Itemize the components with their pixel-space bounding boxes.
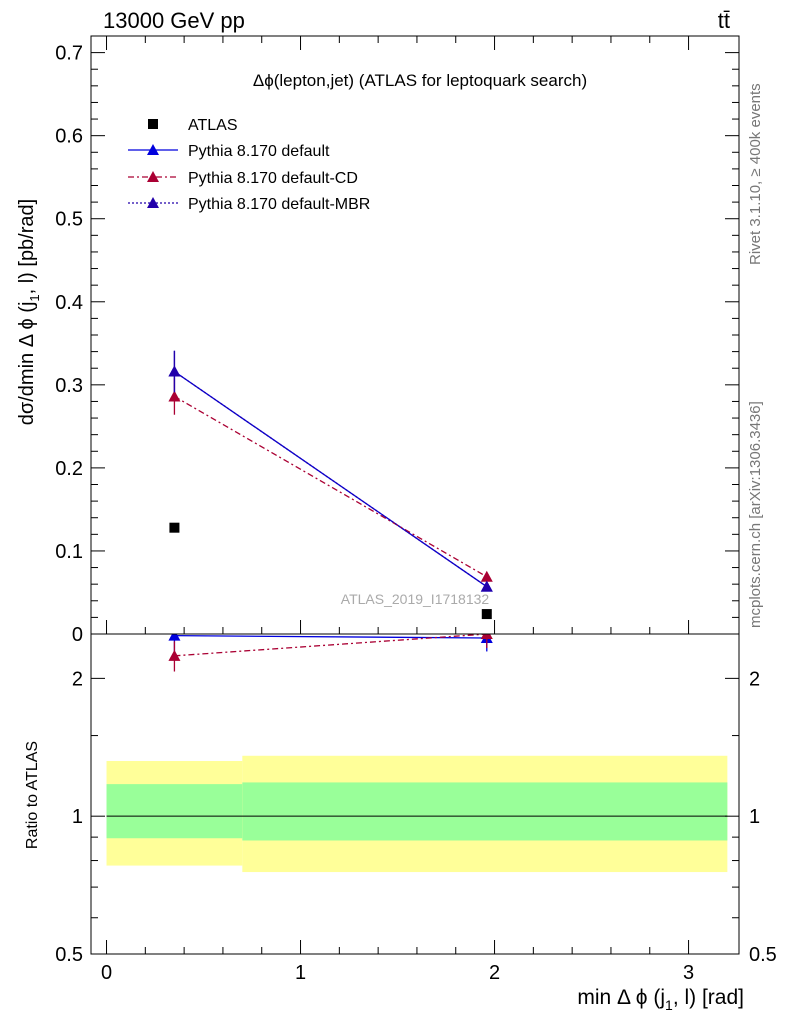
series-3 (168, 350, 493, 592)
main-y-tick-label: 0.5 (55, 209, 83, 231)
main-y-tick-label: 0.6 (55, 126, 83, 148)
legend-label: Pythia 8.170 default-CD (188, 170, 358, 187)
series-0 (169, 522, 492, 620)
main-y-axis-label: dσ/dmin Δ ϕ (j1, l) [pb/rad] (16, 199, 42, 425)
legend-marker (148, 119, 158, 129)
data-point (480, 570, 493, 582)
x-tick-label: 3 (683, 962, 694, 984)
rivet-label: Rivet 3.1.10, ≥ 400k events (747, 83, 764, 265)
energy-label: 13000 GeV pp (103, 8, 245, 33)
x-tick-label: 2 (489, 962, 500, 984)
data-point (481, 609, 492, 620)
main-panel: Δϕ(lepton,jet) (ATLAS for leptoquark sea… (16, 35, 740, 646)
data-point (168, 365, 181, 377)
ratio-series-1 (168, 634, 493, 672)
x-tick-label: 1 (295, 962, 306, 984)
series-2 (168, 378, 493, 582)
data-point (169, 522, 180, 533)
x-tick-label: 0 (101, 962, 112, 984)
series-1 (168, 350, 493, 592)
uncertainty-band-inner (106, 784, 243, 839)
series-line (174, 395, 488, 578)
ratio-line (174, 634, 487, 657)
legend-label: Pythia 8.170 default-MBR (188, 196, 370, 213)
ratio-point (168, 649, 181, 661)
ratio-y-tick-label-right: 1 (749, 806, 760, 828)
legend-marker (147, 197, 159, 208)
main-y-tick-label: 0.2 (55, 458, 83, 480)
legend-marker (147, 171, 159, 182)
ratio-y-tick-label-right: 2 (749, 668, 760, 690)
ratio-line (174, 634, 487, 639)
data-point (168, 390, 181, 402)
ratio-panel: 0.5 0.5 1 1 2 2 0 1 2 3 Ratio to ATLAS min Δ ϕ (… (24, 36, 777, 1013)
ratio-point (168, 634, 181, 641)
ratio-series-0 (168, 634, 493, 653)
data-point (480, 580, 493, 592)
uncertainty-band-inner (242, 782, 728, 841)
mcplots-label: mcplots.cern.ch [arXiv:1306.3436] (747, 401, 764, 628)
ratio-y-tick-label: 2 (72, 668, 83, 690)
process-label: tt̄ (718, 8, 730, 33)
ratio-y-axis-label: Ratio to ATLAS (24, 741, 41, 849)
main-y-tick-label: 0.1 (55, 541, 83, 563)
main-y-tick-label: 0.7 (55, 43, 83, 65)
analysis-watermark: ATLAS_2019_I1718132 (341, 591, 490, 607)
plot-title: Δϕ(lepton,jet) (ATLAS for leptoquark sea… (253, 71, 587, 90)
legend-marker (147, 144, 159, 155)
legend-label: ATLAS (188, 117, 238, 134)
ratio-y-tick-label: 0.5 (55, 944, 83, 966)
main-y-tick-label: 0.3 (55, 375, 83, 397)
legend-label: Pythia 8.170 default (188, 143, 330, 160)
main-y-tick-label: 0 (72, 624, 83, 646)
ratio-y-tick-label-right: 0.5 (749, 944, 777, 966)
ratio-y-tick-label: 1 (72, 806, 83, 828)
series-line (174, 371, 488, 588)
x-axis-label: min Δ ϕ (j1, l) [rad] (577, 986, 744, 1013)
legend: ATLAS Pythia 8.170 default Pythia 8.170 de… (128, 117, 370, 213)
ratio-point (480, 634, 493, 639)
ratio-frame (90, 633, 740, 955)
ratio-series-group (168, 634, 493, 672)
main-y-tick-label: 0.4 (55, 292, 83, 314)
